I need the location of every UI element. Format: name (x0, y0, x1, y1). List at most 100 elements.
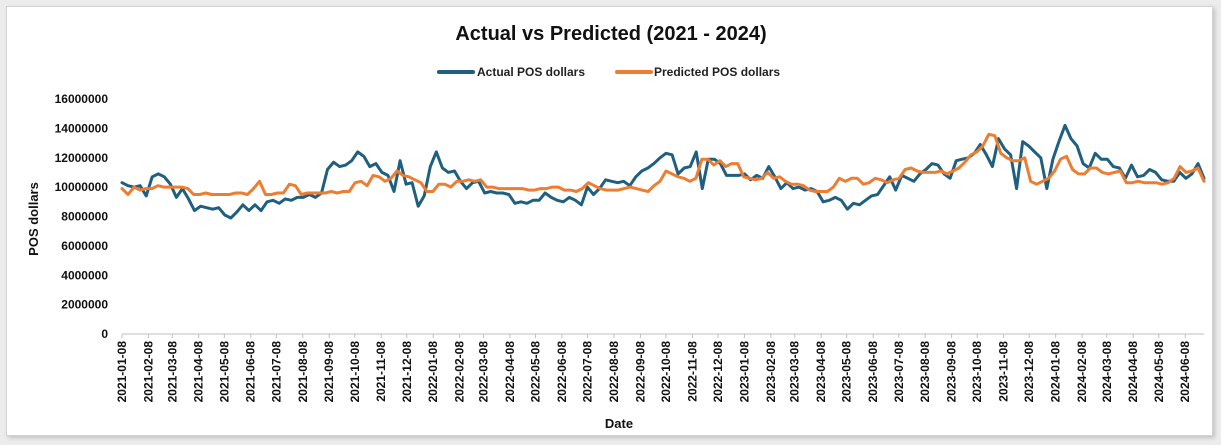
predicted-data-point (707, 158, 709, 160)
series-layer (120, 123, 1206, 220)
x-tick-label: 2021-04-08 (192, 341, 206, 403)
actual-data-point (846, 208, 848, 210)
predicted-data-point (545, 188, 547, 190)
predicted-data-point (294, 185, 296, 187)
predicted-data-point (1185, 171, 1187, 173)
x-axis-ticks: 2021-01-08 2021-02-08 2021-03-08 2021-04-08… (115, 334, 1192, 402)
actual-data-point (151, 176, 153, 178)
actual-data-point (756, 174, 758, 176)
y-tick-label: 10000000 (55, 180, 109, 194)
actual-data-point (925, 169, 927, 170)
actual-data-point (290, 199, 292, 201)
actual-data-point (991, 166, 993, 168)
actual-data-point (520, 201, 522, 203)
predicted-data-point (928, 171, 930, 173)
x-tick-label: 2024-02-08 (1075, 341, 1089, 403)
predicted-data-point (139, 189, 141, 191)
predicted-data-point (1191, 170, 1193, 172)
predicted-data-point (288, 183, 290, 185)
predicted-data-point (1012, 160, 1014, 162)
actual-data-point (798, 186, 800, 188)
chart-card: Actual vs Predicted (2021 - 2024) Actual… (6, 6, 1213, 436)
predicted-data-point (438, 183, 440, 185)
predicted-data-point (504, 188, 506, 190)
predicted-data-point (1107, 173, 1109, 175)
predicted-data-point (701, 158, 703, 160)
x-tick-label: 2024-01-08 (1049, 341, 1063, 403)
actual-data-point (653, 163, 655, 165)
actual-data-point (683, 167, 685, 169)
actual-data-point (937, 164, 939, 166)
actual-data-point (532, 199, 534, 201)
predicted-data-point (785, 180, 786, 182)
actual-data-point (1070, 138, 1072, 140)
actual-data-point (405, 183, 407, 185)
predicted-data-point (1197, 167, 1199, 169)
predicted-data-point (635, 188, 637, 190)
predicted-data-point (229, 194, 231, 195)
actual-data-point (780, 188, 782, 190)
actual-data-point (381, 171, 383, 173)
predicted-data-point (677, 176, 679, 178)
actual-data-point (865, 199, 866, 201)
predicted-data-point (940, 170, 942, 172)
predicted-data-point (1173, 177, 1175, 179)
predicted-data-point (193, 194, 195, 195)
actual-data-point (224, 214, 226, 216)
predicted-data-point (958, 167, 960, 169)
predicted-data-point (1083, 173, 1085, 175)
x-tick-label: 2023-05-08 (840, 341, 854, 403)
actual-data-point (859, 204, 860, 206)
predicted-data-point (1036, 183, 1038, 185)
actual-data-point (484, 192, 486, 194)
actual-data-point (593, 194, 594, 195)
actual-data-point (375, 163, 377, 165)
actual-data-point (363, 155, 365, 157)
actual-data-point (689, 166, 691, 168)
x-tick-label: 2021-03-08 (165, 341, 179, 403)
predicted-data-point (743, 176, 745, 178)
predicted-data-point (916, 170, 918, 172)
actual-data-point (1076, 145, 1078, 147)
actual-data-point (605, 179, 607, 181)
actual-data-point (822, 201, 824, 203)
actual-data-point (804, 189, 806, 191)
predicted-data-point (1066, 155, 1067, 157)
actual-data-point (200, 205, 202, 207)
actual-data-point (1004, 148, 1005, 150)
actual-data-point (852, 202, 854, 204)
predicted-data-point (1072, 169, 1073, 170)
y-tick-label: 0 (101, 327, 108, 341)
predicted-data-point (426, 191, 428, 192)
predicted-data-point (647, 191, 649, 192)
x-tick-label: 2022-04-08 (503, 341, 517, 403)
actual-data-point (1179, 171, 1181, 173)
predicted-data-point (396, 170, 398, 172)
predicted-data-point (462, 180, 464, 182)
predicted-data-point (1095, 167, 1097, 169)
actual-data-point (212, 208, 214, 210)
actual-data-point (1040, 157, 1042, 159)
actual-data-point (121, 182, 123, 184)
actual-data-point (508, 194, 510, 195)
predicted-data-point (199, 194, 201, 195)
x-tick-label: 2024-06-08 (1178, 341, 1192, 403)
actual-data-point (931, 163, 933, 165)
actual-data-point (490, 191, 492, 192)
predicted-data-point (378, 176, 380, 178)
predicted-data-point (127, 194, 129, 195)
actual-data-point (345, 164, 347, 166)
predicted-data-point (1042, 180, 1044, 182)
predicted-data-point (838, 177, 840, 179)
actual-data-point (580, 204, 582, 206)
predicted-data-point (259, 180, 260, 182)
predicted-data-point (1060, 158, 1061, 160)
predicted-data-point (832, 186, 834, 188)
actual-data-point (1028, 145, 1030, 147)
legend-predicted-label: Predicted POS dollars (654, 65, 780, 79)
predicted-data-point (605, 189, 607, 191)
actual-data-point (665, 152, 667, 154)
x-tick-label: 2023-07-08 (892, 341, 906, 403)
predicted-data-point (665, 170, 667, 172)
x-tick-label: 2023-04-08 (814, 341, 828, 403)
